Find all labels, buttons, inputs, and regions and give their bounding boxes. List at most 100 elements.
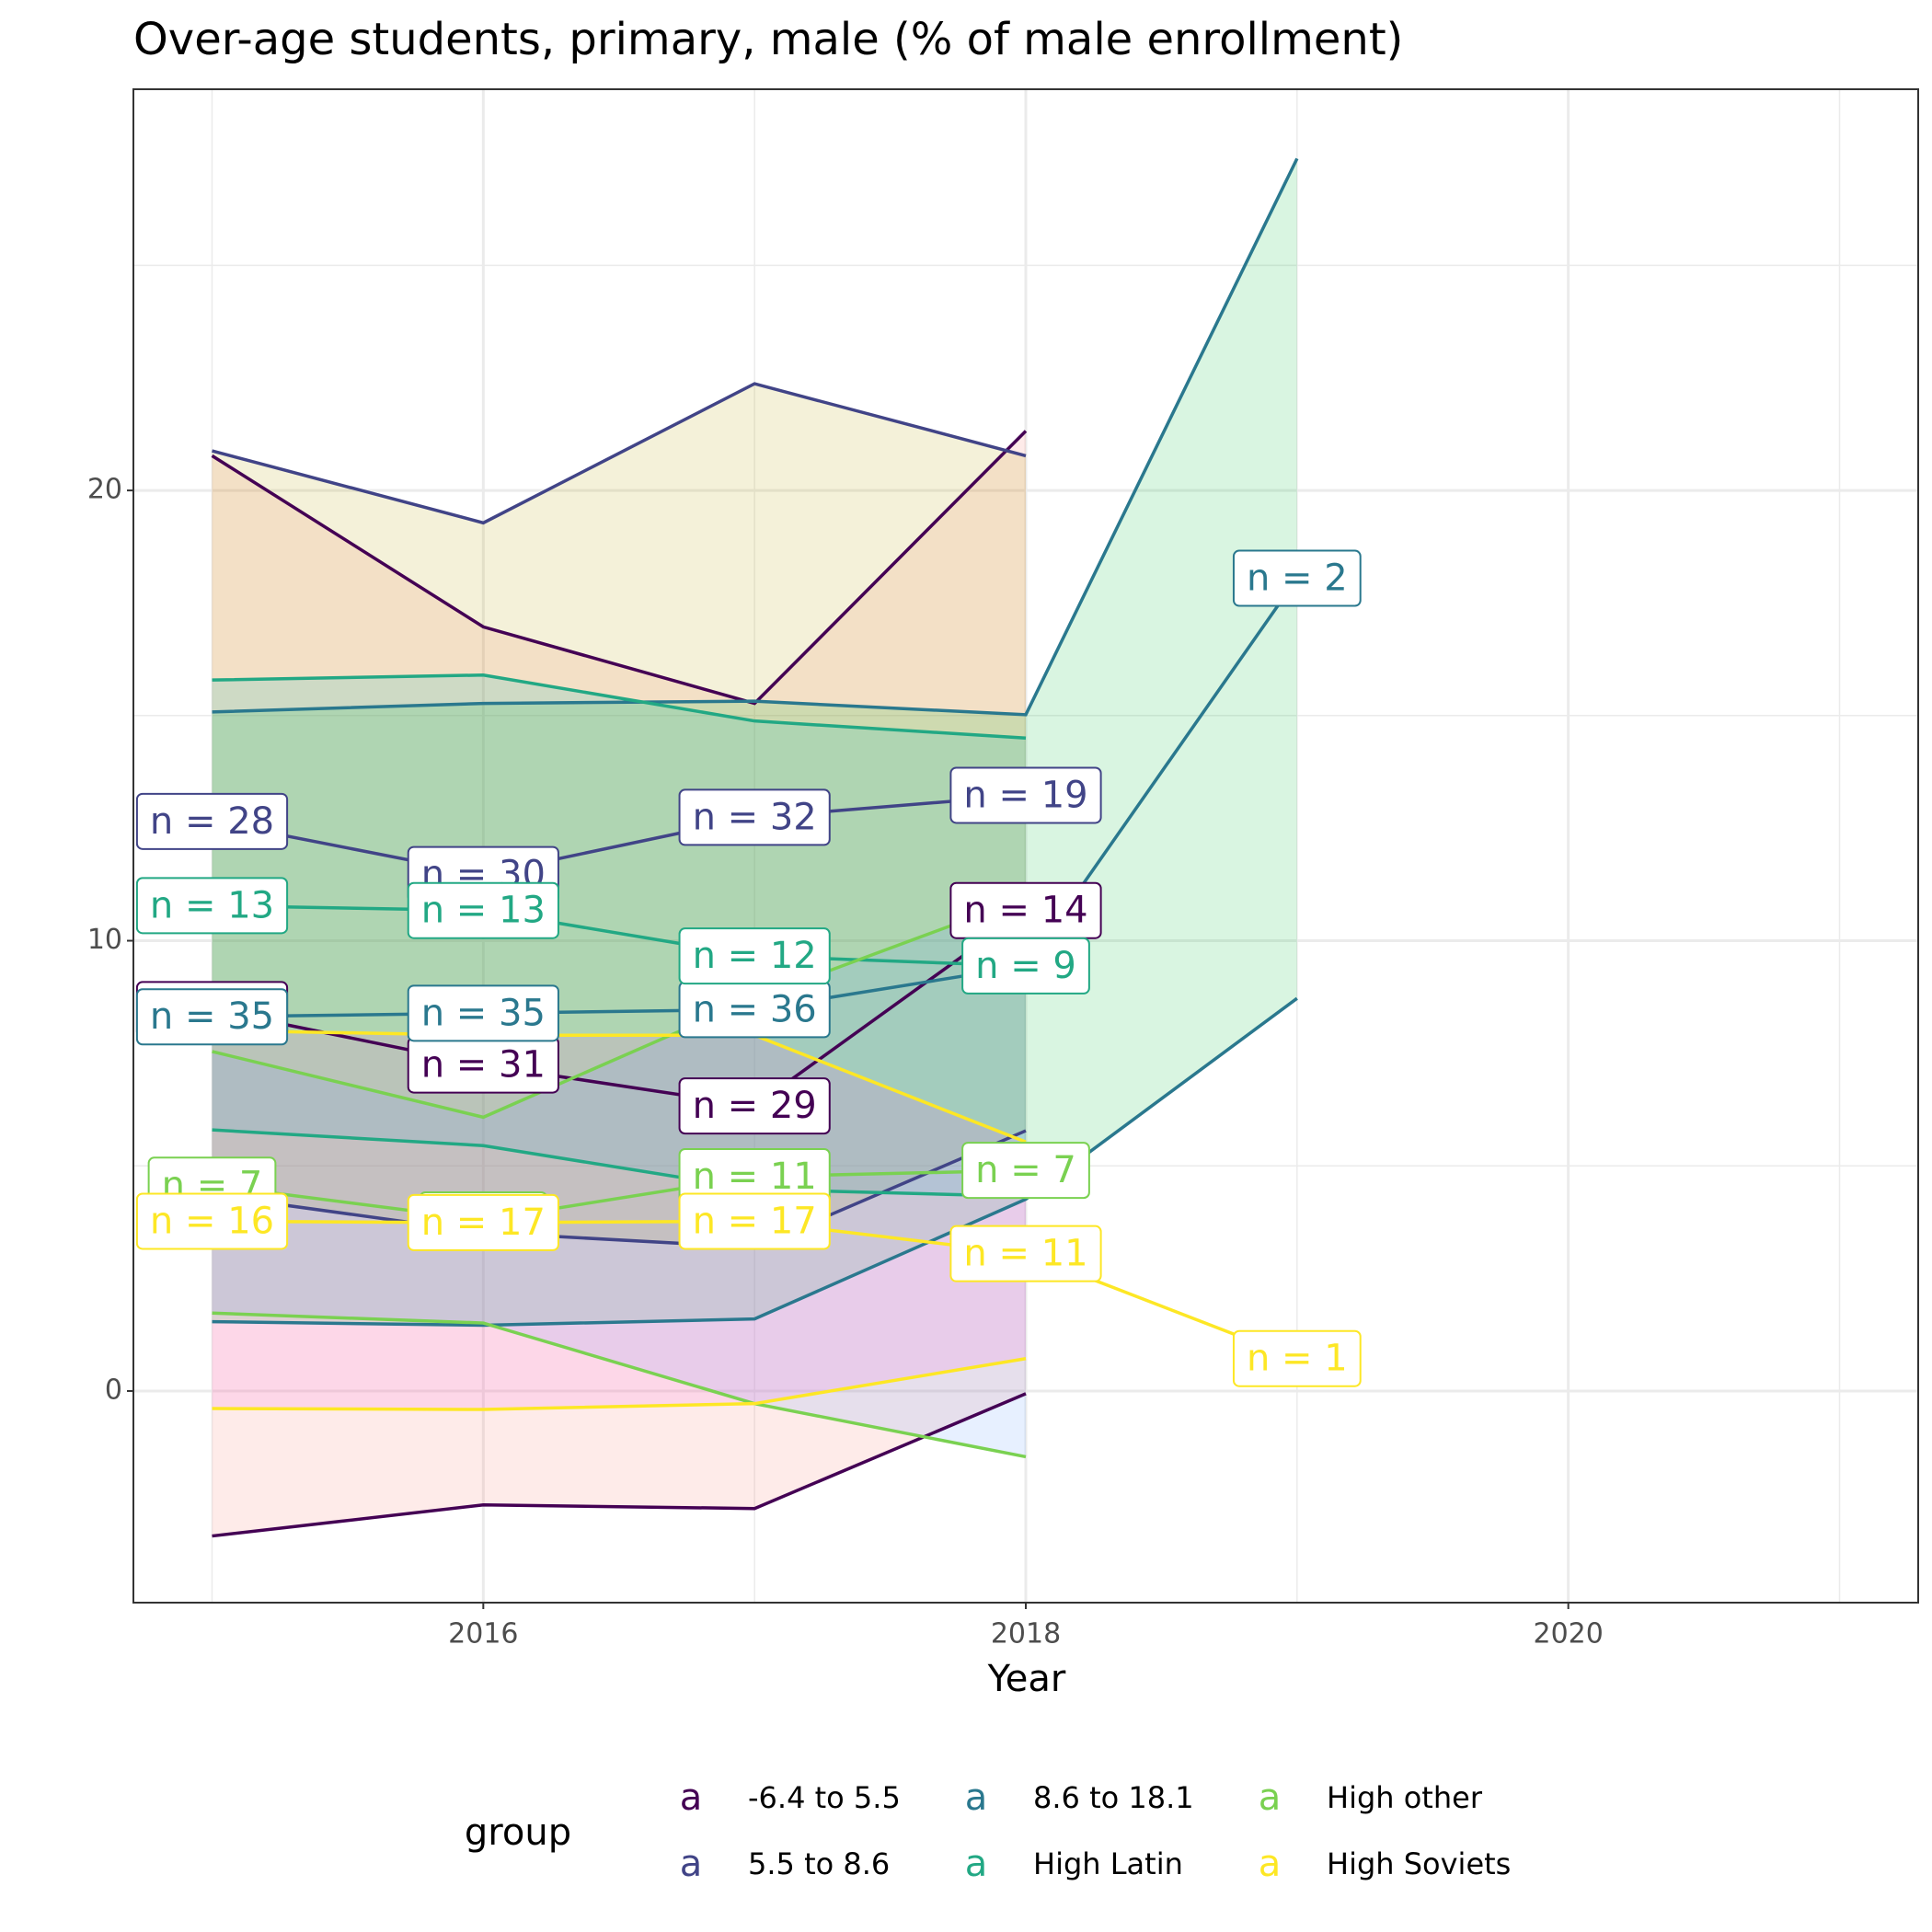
label-text: n = 29 — [693, 1085, 817, 1127]
upper-line — [212, 157, 1299, 717]
data-label: n = 19 — [949, 766, 1102, 824]
x-tick-label: 2020 — [1533, 1618, 1603, 1650]
data-label: n = 16 — [135, 1192, 289, 1250]
label-box — [678, 1077, 831, 1135]
y-tick-label: 10 — [87, 924, 122, 956]
data-label: n = 31 — [407, 1036, 559, 1094]
lower-line — [212, 1356, 1027, 1411]
data-label: n = 1 — [1232, 1329, 1362, 1387]
label-text: n = 2 — [1247, 558, 1348, 600]
median-line — [212, 1168, 1027, 1222]
label-box — [135, 792, 289, 850]
label-box — [407, 881, 559, 939]
data-label: n = 11 — [678, 1147, 831, 1205]
label-box — [678, 927, 831, 985]
data-label: n = 13 — [407, 881, 559, 939]
legend-key: a — [680, 1777, 703, 1819]
legend-key: a — [965, 1777, 988, 1819]
y-tick-label: 0 — [105, 1374, 122, 1406]
data-label: n = 9 — [961, 937, 1090, 995]
median-line — [212, 903, 1027, 968]
label-box — [961, 1142, 1090, 1200]
label-box — [1232, 549, 1362, 607]
data-label: n = 35 — [135, 988, 289, 1046]
label-text: n = 31 — [421, 1044, 546, 1087]
lower-line — [212, 996, 1298, 1328]
data-label: n = 17 — [407, 1193, 559, 1251]
label-text: n = 19 — [963, 774, 1087, 816]
label-box — [407, 1193, 559, 1251]
label-box — [678, 788, 831, 846]
label-box — [949, 1225, 1102, 1282]
upper-line — [212, 673, 1027, 741]
label-box — [678, 1192, 831, 1250]
label-text: n = 17 — [421, 1202, 546, 1244]
x-tick-label: 2016 — [448, 1618, 518, 1650]
label-text: n = 28 — [150, 800, 274, 843]
lower-line — [212, 1129, 1027, 1249]
panel-border — [132, 88, 1919, 1604]
label-box — [1232, 1329, 1362, 1387]
label-text: n = 13 — [421, 890, 546, 932]
lower-line — [212, 1392, 1027, 1538]
label-box — [407, 984, 559, 1042]
legend-label: High Latin — [1033, 1846, 1183, 1881]
median-line — [212, 793, 1027, 877]
legend-key: a — [1259, 1777, 1282, 1819]
y-tick-label: 20 — [87, 474, 122, 506]
legend-label: High other — [1327, 1780, 1483, 1815]
label-text: n = 7 — [975, 1149, 1076, 1191]
legend-label: High Soviets — [1327, 1846, 1511, 1881]
data-label: n = 36 — [678, 981, 831, 1039]
data-label: n = 17 — [678, 1192, 831, 1250]
chart-title: Over-age students, primary, male (% of m… — [133, 14, 1403, 65]
data-label: n = 11 — [949, 1225, 1102, 1282]
legend-key: a — [680, 1843, 703, 1885]
data-label: n = 13 — [135, 877, 289, 935]
label-text: n = 32 — [693, 796, 817, 838]
label-text: n = 35 — [421, 992, 546, 1034]
label-text: n = 9 — [975, 945, 1076, 987]
label-text: n = 35 — [150, 995, 274, 1038]
label-box — [949, 766, 1102, 824]
label-text: n = 13 — [150, 884, 274, 926]
label-text: n = 11 — [693, 1156, 817, 1198]
label-text: n = 36 — [693, 988, 817, 1030]
label-text: n = 11 — [963, 1233, 1087, 1275]
data-label: n = 32 — [678, 788, 831, 846]
legend-label: 8.6 to 18.1 — [1033, 1780, 1194, 1815]
label-text: n = 16 — [150, 1200, 274, 1242]
legend-title: group — [465, 1811, 571, 1854]
lower-line — [212, 1311, 1027, 1459]
data-label: n = 7 — [961, 1142, 1090, 1200]
legend-key: a — [965, 1843, 988, 1885]
data-label: n = 35 — [407, 984, 559, 1042]
x-tick-label: 2018 — [991, 1618, 1061, 1650]
legend-key: a — [1259, 1843, 1282, 1885]
label-text: n = 14 — [963, 890, 1087, 932]
label-text: n = 12 — [693, 935, 817, 977]
upper-line — [212, 896, 1027, 1120]
median-line — [212, 909, 1028, 1108]
label-box — [961, 937, 1090, 995]
upper-line — [211, 430, 1028, 706]
label-box — [135, 1192, 289, 1250]
label-text: n = 17 — [693, 1200, 817, 1242]
data-label: n = 12 — [678, 927, 831, 985]
data-label: n = 29 — [678, 1077, 831, 1135]
data-label: n = 2 — [1232, 549, 1362, 607]
legend-label: -6.4 to 5.5 — [748, 1780, 901, 1815]
data-label: n = 28 — [135, 792, 289, 850]
upper-line — [212, 1029, 1027, 1144]
label-text: n = 1 — [1247, 1338, 1348, 1380]
label-box — [135, 877, 289, 935]
lower-line — [212, 1128, 1027, 1199]
x-axis-title: Year — [987, 1658, 1066, 1700]
label-box — [135, 988, 289, 1046]
upper-line — [212, 382, 1027, 525]
legend-label: 5.5 to 8.6 — [748, 1846, 890, 1881]
data-label: n = 14 — [949, 881, 1102, 939]
ribbon — [212, 431, 1026, 1536]
